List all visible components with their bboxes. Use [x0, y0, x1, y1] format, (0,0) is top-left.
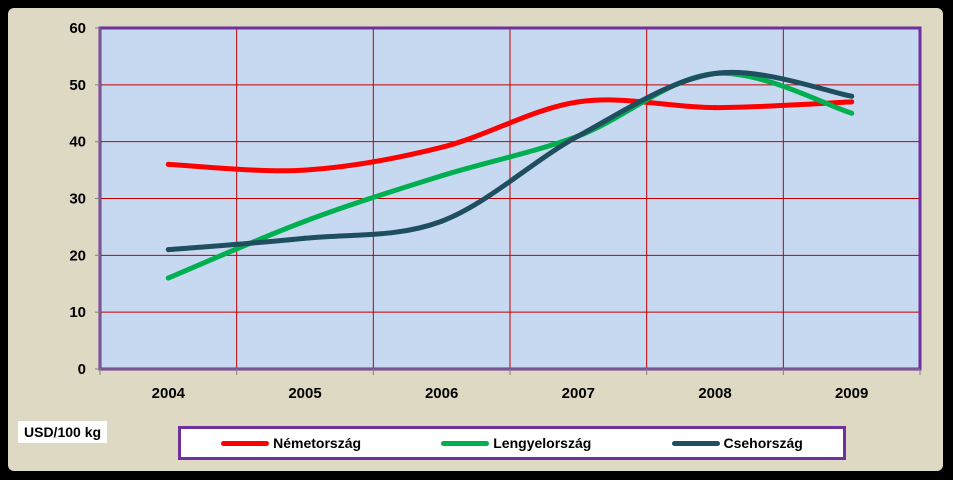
series-line-2 [165, 69, 855, 253]
data-point-0-3 [575, 99, 581, 105]
legend: Németország Lengyelország Csehország [178, 426, 846, 460]
legend-label-2: Csehország [723, 435, 803, 451]
legend-label-1: Lengyelország [493, 435, 592, 451]
series-line-0 [165, 97, 855, 174]
y-tick-label-4: 40 [69, 134, 86, 151]
data-point-2-1 [302, 235, 308, 241]
legend-entry-2: Csehország [671, 435, 803, 451]
data-point-0-2 [439, 144, 445, 150]
data-point-2-2 [439, 218, 445, 224]
legend-swatch-1 [441, 440, 490, 446]
x-tick-label-1: 2005 [288, 385, 321, 402]
data-point-1-5 [849, 110, 855, 116]
y-tick-label-1: 10 [69, 304, 86, 321]
x-tick-label-5: 2009 [835, 385, 868, 402]
data-point-1-0 [165, 275, 171, 281]
data-point-1-1 [302, 218, 308, 224]
data-point-0-5 [849, 99, 855, 105]
legend-swatch-2 [671, 440, 720, 446]
y-tick-label-2: 20 [69, 247, 86, 264]
y-tick-label-3: 30 [69, 191, 86, 208]
legend-label-0: Németország [273, 435, 362, 451]
x-tick-label-4: 2008 [698, 385, 731, 402]
y-tick-label-5: 50 [69, 77, 86, 94]
data-point-2-0 [165, 247, 171, 253]
data-point-2-3 [575, 133, 581, 139]
data-point-0-0 [165, 161, 171, 167]
y-tick-label-6: 60 [69, 20, 86, 37]
legend-entry-1: Lengyelország [441, 435, 591, 451]
data-point-2-4 [712, 70, 718, 76]
x-tick-label-3: 2007 [562, 385, 595, 402]
y-tick-label-0: 0 [78, 361, 86, 378]
data-point-1-2 [439, 173, 445, 179]
x-tick-label-2: 2006 [425, 385, 458, 402]
data-point-0-4 [712, 105, 718, 111]
legend-entry-0: Németország [221, 435, 361, 451]
x-tick-label-0: 2004 [152, 385, 186, 402]
y-axis-label: USD/100 kg [18, 421, 108, 443]
legend-swatch-0 [221, 440, 270, 446]
data-point-2-5 [849, 93, 855, 99]
data-point-0-1 [302, 167, 308, 173]
